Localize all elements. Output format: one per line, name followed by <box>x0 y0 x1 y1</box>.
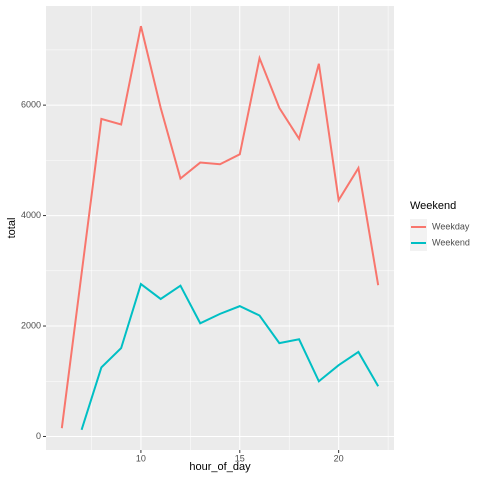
y-tick-label: 0 <box>36 431 41 441</box>
x-tick-label: 15 <box>235 453 245 463</box>
line <box>60 25 380 429</box>
y-tick-label: 4000 <box>21 210 41 220</box>
legend-label: Weekend <box>432 237 470 247</box>
y-tick-label: 6000 <box>21 100 41 110</box>
x-tick-label: 10 <box>136 453 146 463</box>
legend-title: Weekend <box>410 200 456 212</box>
panel <box>46 6 394 450</box>
y-tick-label: 2000 <box>21 320 41 330</box>
line <box>80 282 380 431</box>
x-tick-label: 20 <box>334 453 344 463</box>
y-axis-label: total <box>6 218 18 239</box>
x-axis-label: hour_of_day <box>189 461 251 473</box>
legend-label: Weekday <box>432 221 470 231</box>
